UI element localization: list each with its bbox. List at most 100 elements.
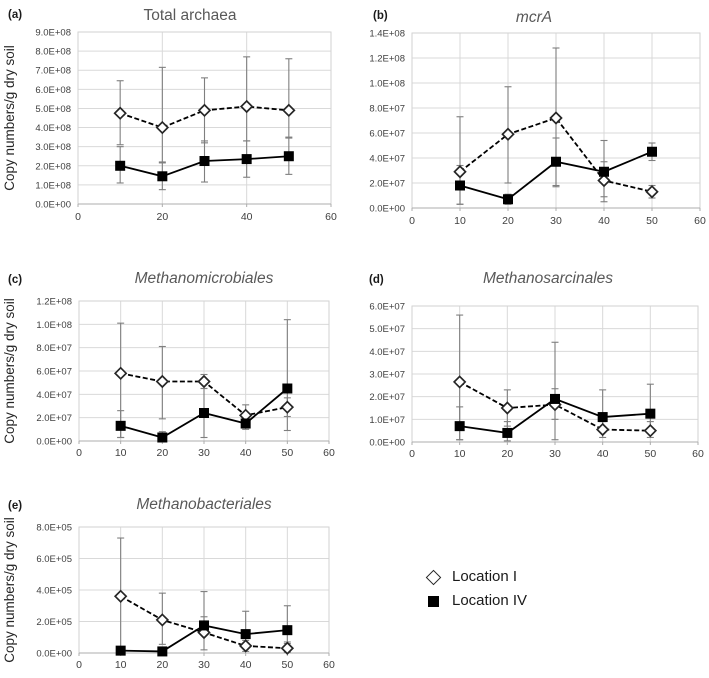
x-tick-label: 40 <box>597 448 609 460</box>
y-tick-label: 6.0E+07 <box>36 367 72 378</box>
chart-panel-d: 0.0E+00 1.0E+07 2.0E+07 3.0E+07 4.0E+07 5.0E+… <box>355 240 709 468</box>
x-tick-label: 50 <box>644 448 656 460</box>
marker-diamond <box>155 120 170 135</box>
error-bar-location-i <box>158 66 166 163</box>
y-tick-label: 1.0E+08 <box>36 320 72 331</box>
x-tick-label: 20 <box>156 659 168 671</box>
marker-square <box>599 166 609 177</box>
marker-diamond <box>155 374 170 389</box>
square-marker-icon <box>424 592 442 610</box>
y-tick-label: 1.0E+08 <box>369 79 405 90</box>
chart-panel-a: 0.0E+00 1.0E+08 2.0E+08 3.0E+08 4.0E+08 5.0E+… <box>0 0 352 234</box>
marker-diamond <box>643 423 658 438</box>
y-tick-label: 2.0E+07 <box>369 392 405 403</box>
chart-svg-d: 0.0E+00 1.0E+07 2.0E+07 3.0E+07 4.0E+07 5.0E+… <box>369 270 704 460</box>
marker-square <box>115 645 126 656</box>
marker-square <box>199 620 209 631</box>
y-tick-label: 6.0E+07 <box>369 302 405 313</box>
marker-square <box>115 420 126 431</box>
marker-diamond <box>238 639 253 653</box>
y-tick-label: 4.0E+07 <box>36 390 72 401</box>
panel-label: (c) <box>8 274 22 286</box>
chart-panel-e: 0.0E+00 2.0E+05 4.0E+05 6.0E+05 8.0E+05 0 10 20… <box>0 470 352 678</box>
marker-square <box>455 180 465 191</box>
marker-diamond <box>549 111 563 125</box>
y-tick-label: 3.0E+08 <box>35 142 71 153</box>
chart-svg-e: 0.0E+00 2.0E+05 4.0E+05 6.0E+05 8.0E+05 0 10 20… <box>2 496 335 671</box>
y-tick-label: 0.0E+00 <box>36 437 72 448</box>
marker-square <box>454 421 465 432</box>
marker-diamond <box>282 103 296 118</box>
marker-diamond <box>453 165 467 179</box>
x-tick-label: 20 <box>156 211 168 223</box>
x-tick-label: 30 <box>550 215 562 227</box>
x-tick-label: 60 <box>325 211 337 223</box>
error-bar-location-iv <box>283 319 291 432</box>
marker-square <box>157 171 168 182</box>
x-tick-label: 40 <box>241 211 253 223</box>
y-tick-label: 2.0E+08 <box>35 161 71 172</box>
error-bar-location-i <box>243 56 251 142</box>
marker-square <box>503 194 513 205</box>
x-tick-label: 40 <box>240 659 252 671</box>
x-tick-label: 30 <box>549 448 561 460</box>
y-tick-label: 4.0E+07 <box>369 154 405 165</box>
y-tick-label: 1.4E+08 <box>369 29 405 40</box>
marker-square <box>240 418 251 429</box>
error-bar-location-iv <box>283 605 291 643</box>
x-tick-label: 0 <box>76 659 82 671</box>
y-axis-title: Copy numbers/g dry soil <box>2 298 17 444</box>
x-tick-label: 0 <box>409 448 415 460</box>
chart-title: mcrA <box>516 9 552 26</box>
marker-diamond <box>113 106 127 120</box>
panel-label: (e) <box>8 500 22 512</box>
y-tick-label: 3.0E+07 <box>369 370 405 381</box>
panel-label: (b) <box>373 10 388 22</box>
y-tick-label: 8.0E+07 <box>369 104 405 115</box>
y-tick-label: 0.0E+00 <box>369 204 405 215</box>
marker-diamond <box>501 127 515 141</box>
marker-diamond <box>197 374 211 389</box>
error-bar-location-i <box>285 58 293 138</box>
x-tick-label: 30 <box>198 659 210 671</box>
marker-diamond <box>197 103 212 118</box>
x-tick-label: 50 <box>281 659 293 671</box>
y-axis-title: Copy numbers/g dry soil <box>2 45 17 191</box>
y-tick-label: 0.0E+00 <box>369 438 405 449</box>
marker-square <box>115 160 126 171</box>
y-tick-label: 1.0E+08 <box>35 180 71 191</box>
marker-square <box>551 156 561 167</box>
marker-diamond <box>645 185 659 199</box>
diamond-marker-icon <box>424 568 442 586</box>
y-tick-label: 5.0E+08 <box>35 104 71 115</box>
x-tick-label: 20 <box>502 215 514 227</box>
chart-title: Total archaea <box>143 7 236 24</box>
y-tick-label: 7.0E+08 <box>35 66 71 77</box>
marker-diamond <box>280 641 295 655</box>
marker-square <box>647 146 657 157</box>
marker-square <box>282 625 293 636</box>
marker-square <box>283 151 294 162</box>
x-tick-label: 10 <box>115 447 127 459</box>
x-tick-label: 40 <box>598 215 610 227</box>
x-tick-label: 0 <box>75 211 81 223</box>
y-tick-label: 2.0E+07 <box>36 413 72 424</box>
error-bar-location-iv <box>646 383 654 432</box>
marker-diamond <box>280 400 295 414</box>
x-tick-label: 0 <box>409 215 415 227</box>
marker-square <box>502 427 513 438</box>
marker-diamond <box>595 422 610 437</box>
x-tick-label: 60 <box>694 215 706 227</box>
marker-square <box>199 408 209 418</box>
chart-panel-c: 0.0E+00 2.0E+07 4.0E+07 6.0E+07 8.0E+07 1.0E+… <box>0 240 352 468</box>
x-tick-label: 10 <box>454 215 466 227</box>
y-tick-label: 6.0E+05 <box>36 554 72 565</box>
x-tick-label: 50 <box>646 215 658 227</box>
marker-square <box>241 154 252 165</box>
y-tick-label: 4.0E+07 <box>369 347 405 358</box>
x-tick-label: 60 <box>323 659 335 671</box>
y-tick-label: 2.0E+05 <box>36 617 72 628</box>
x-tick-label: 30 <box>198 447 210 459</box>
y-tick-label: 1.2E+08 <box>36 297 72 308</box>
